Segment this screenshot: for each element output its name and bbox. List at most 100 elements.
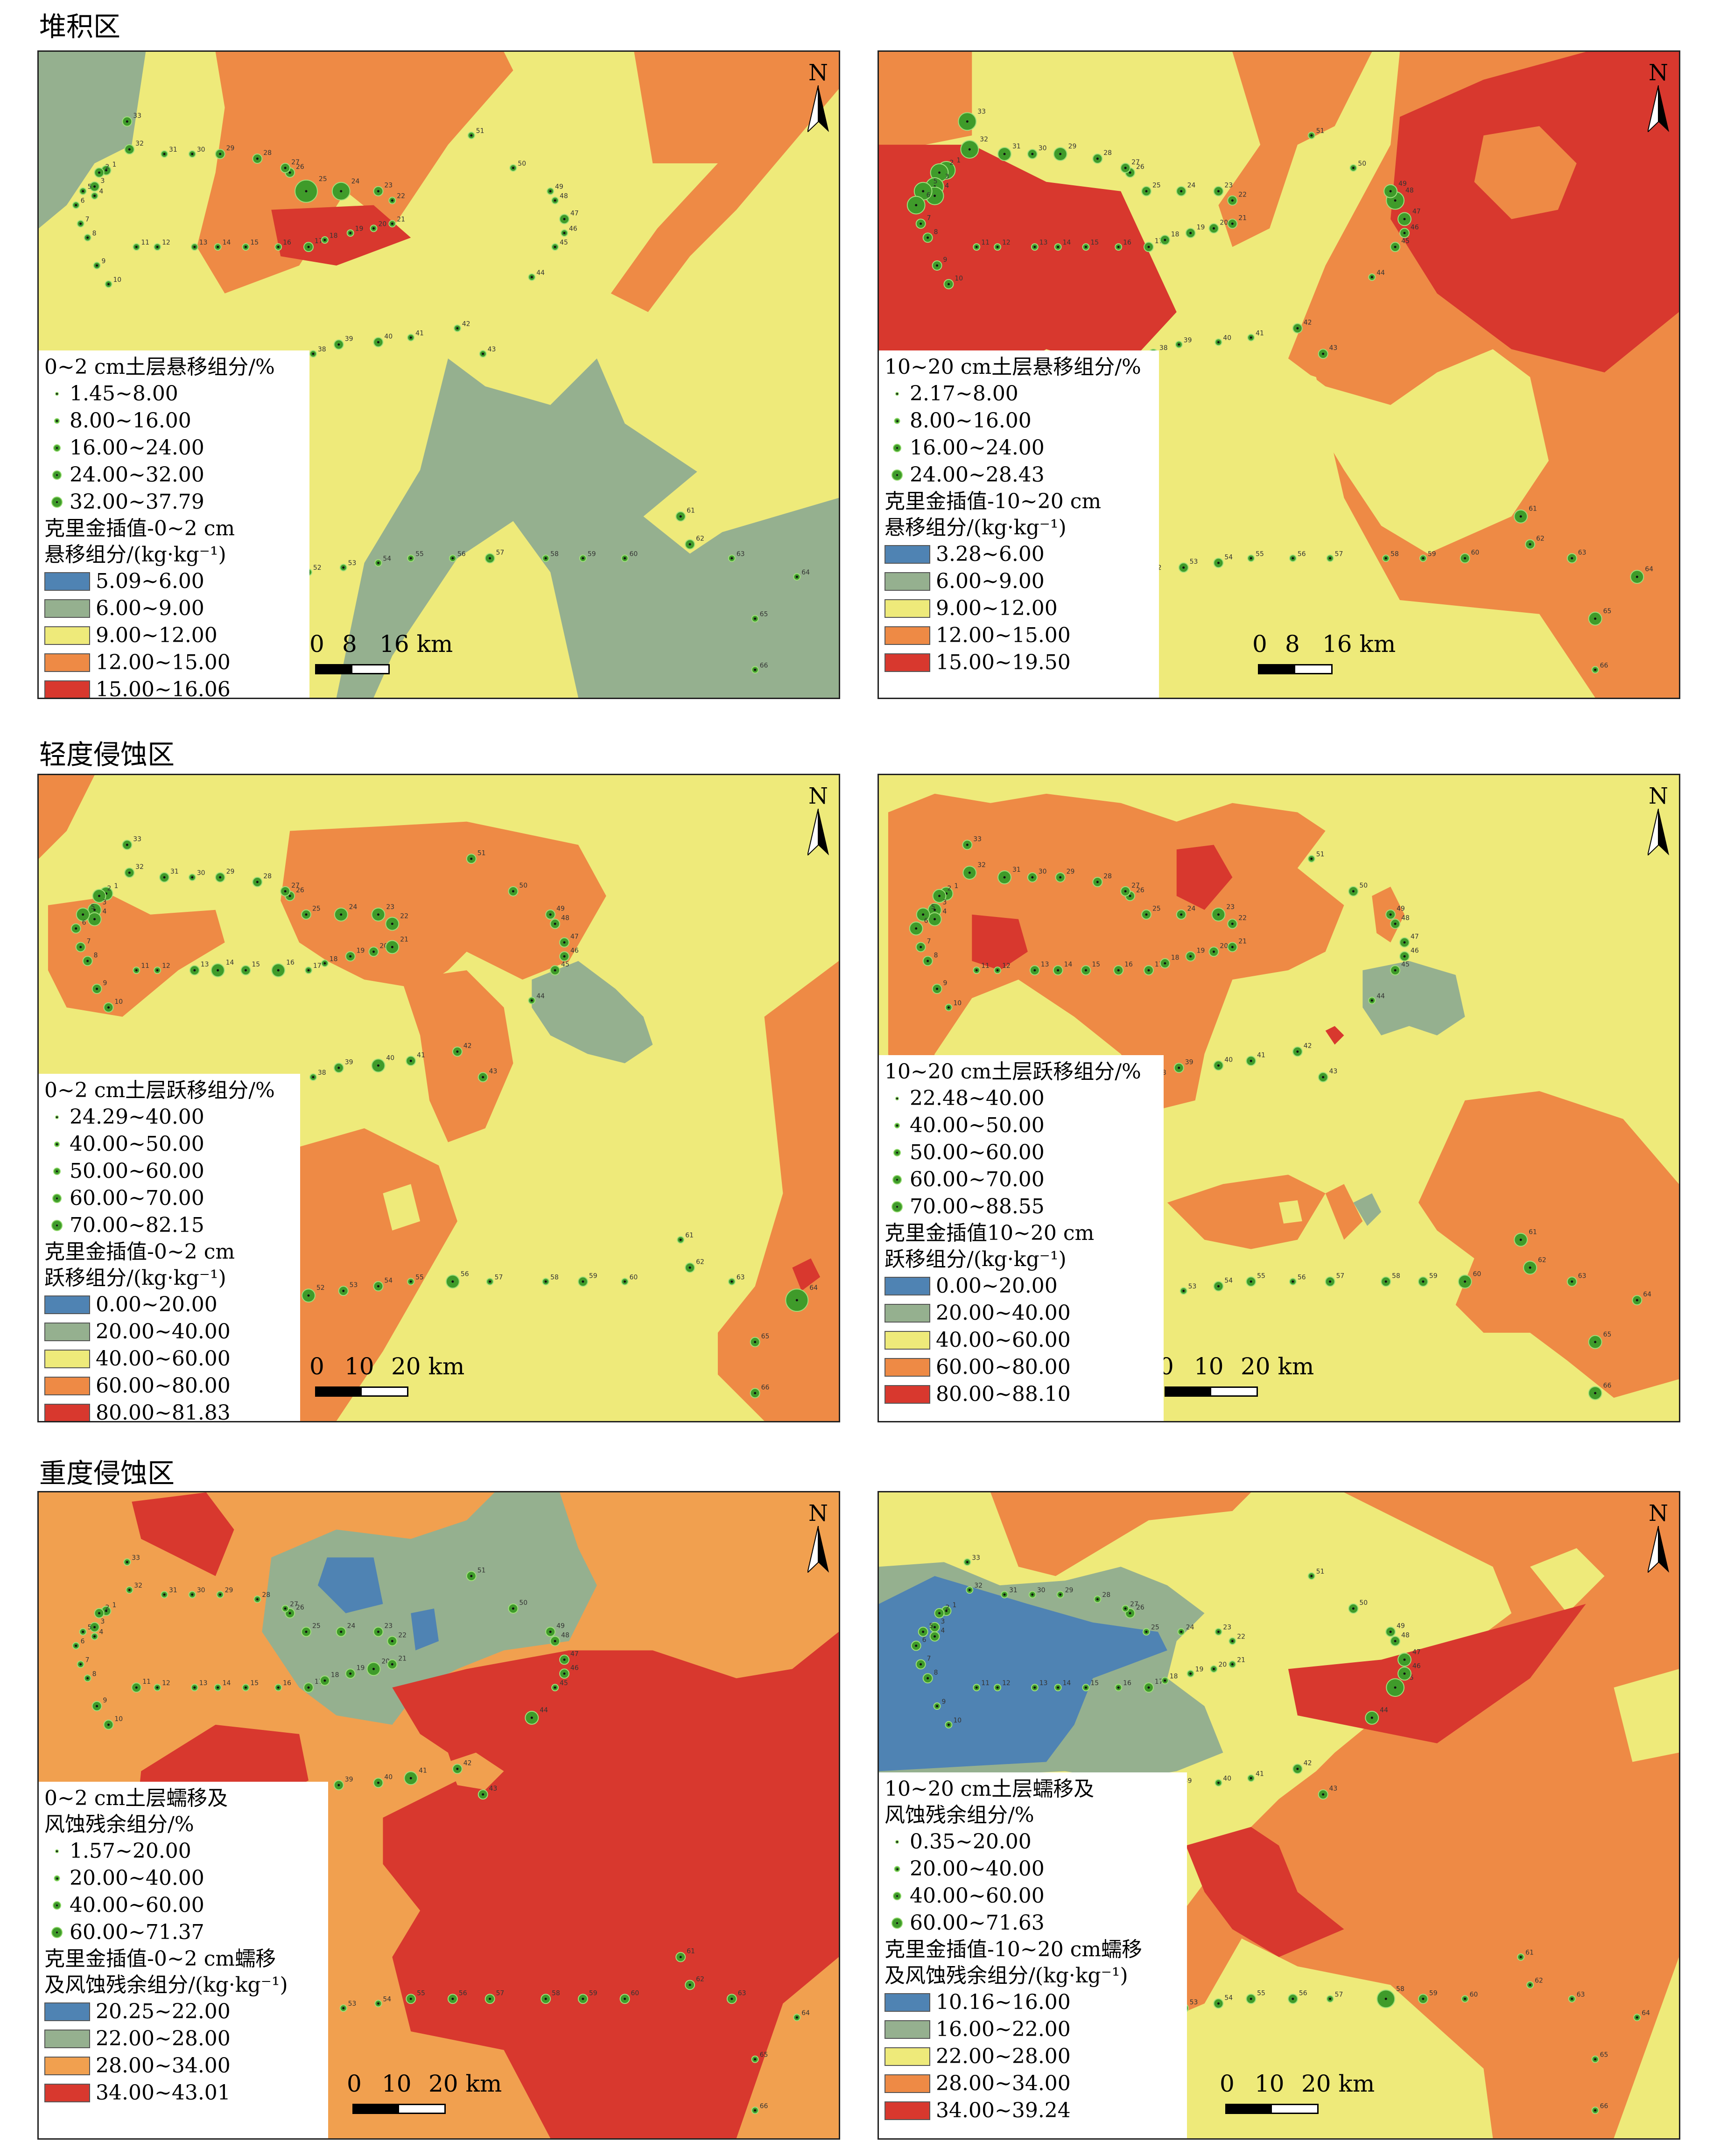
site-point-center	[1403, 217, 1406, 220]
site-label: 63	[1578, 1272, 1587, 1280]
site-point-center	[1464, 1997, 1467, 2000]
site-label: 62	[696, 1975, 704, 1983]
site-point-center	[86, 236, 89, 239]
site-point-center	[688, 543, 691, 546]
legend-swatch	[44, 1350, 90, 1368]
site-point-center	[323, 962, 326, 965]
site-point-center	[1180, 1631, 1183, 1633]
site-label: 58	[1396, 1985, 1404, 1993]
site-label: 57	[1335, 1991, 1343, 1998]
site-label: 43	[488, 346, 496, 353]
site-label: 51	[477, 849, 486, 857]
legend-swatch	[885, 1993, 930, 2012]
site-label: 54	[1224, 1994, 1233, 2002]
site-label: 30	[197, 869, 205, 877]
point-symbol-icon	[44, 1896, 70, 1915]
site-point-center	[86, 1677, 89, 1680]
site-point-center	[582, 557, 584, 560]
site-point-center	[1250, 1997, 1252, 2000]
site-label: 60	[1471, 549, 1480, 556]
site-point-center	[688, 1266, 691, 1269]
site-point-center	[1096, 1598, 1099, 1601]
site-label: 28	[1103, 149, 1112, 157]
legend-class-label: 34.00~39.24	[936, 2099, 1071, 2122]
legend-class: 9.00~12.00	[44, 622, 303, 649]
site-label: 54	[383, 555, 391, 562]
site-label: 45	[1401, 961, 1410, 968]
site-label: 31	[1012, 866, 1021, 874]
site-point-center	[489, 1997, 491, 2000]
site-label: 25	[312, 1623, 321, 1630]
legend-point-class: 40.00~60.00	[44, 1892, 322, 1919]
site-label: 7	[87, 938, 91, 945]
site-label: 38	[318, 346, 326, 353]
site-point-center	[135, 245, 138, 248]
site-label: 10	[955, 275, 963, 282]
legend-swatch	[885, 626, 930, 645]
site-label: 56	[461, 1270, 469, 1278]
site-label: 4	[99, 1629, 104, 1636]
site-label: 41	[419, 1767, 427, 1774]
site-point-center	[927, 1677, 929, 1680]
legend-point-label: 1.45~8.00	[70, 382, 178, 406]
site-label: 29	[1067, 868, 1075, 875]
site-label: 53	[1190, 558, 1198, 566]
legend-class: 12.00~15.00	[885, 622, 1152, 649]
site-point-center	[482, 1076, 484, 1078]
site-point-center	[1594, 1392, 1597, 1394]
site-point-center	[340, 190, 343, 193]
site-label: 13	[1039, 1680, 1048, 1687]
legend-kriging-title: 克里金插值-0~2 cm	[44, 1240, 235, 1264]
site-point-center	[105, 1610, 107, 1612]
site-label: 62	[696, 1258, 704, 1266]
site-point-center	[1217, 2002, 1220, 2005]
site-label: 26	[1136, 1604, 1144, 1611]
site-point-center	[968, 148, 971, 151]
point-symbol-icon	[885, 1116, 910, 1135]
point-symbol-icon	[44, 1108, 70, 1127]
site-point-center	[372, 1667, 375, 1670]
site-point-center	[1189, 955, 1192, 958]
point-symbol-icon	[44, 466, 70, 484]
site-label: 32	[135, 140, 144, 147]
legend-class: 6.00~9.00	[885, 568, 1152, 595]
site-label: 6	[81, 1638, 85, 1645]
legend-class-label: 22.00~28.00	[936, 2044, 1071, 2068]
site-label: 19	[1195, 1666, 1204, 1673]
legend-swatch	[44, 2030, 90, 2048]
site-point-center	[1384, 1997, 1387, 2000]
legend-swatch	[44, 572, 90, 591]
site-point-center	[1129, 1612, 1131, 1615]
site-point-center	[1310, 134, 1313, 137]
legend-class: 20.25~22.00	[44, 1998, 322, 2025]
site-point-center	[1464, 1280, 1467, 1283]
site-point-center	[1031, 876, 1034, 879]
site-point-center	[312, 352, 315, 355]
site-point-center	[277, 245, 280, 248]
site-point-center	[391, 923, 393, 925]
site-label: 15	[1090, 1680, 1099, 1687]
legend-point-class: 22.48~40.00	[885, 1085, 1157, 1112]
site-label: 47	[570, 210, 579, 217]
site-label: 61	[1529, 1229, 1537, 1236]
site-label: 39	[345, 1776, 353, 1783]
site-point-center	[1594, 617, 1597, 620]
site-label: 12	[162, 239, 170, 246]
site-point-center	[544, 557, 547, 560]
legend-point-label: 22.48~40.00	[910, 1086, 1045, 1110]
site-point-center	[372, 227, 375, 230]
site-point-center	[75, 927, 77, 930]
site-point-center	[409, 1997, 412, 2000]
site-label: 42	[463, 1042, 472, 1050]
point-symbol-icon	[44, 1923, 70, 1942]
site-point-center	[1422, 1280, 1425, 1283]
site-label: 24	[347, 1623, 356, 1630]
site-point-center	[975, 969, 978, 972]
site-label: 63	[1578, 549, 1587, 556]
site-point-center	[93, 918, 96, 921]
site-point-center	[244, 1686, 247, 1689]
site-label: 56	[1298, 550, 1306, 558]
site-label: 43	[1329, 1068, 1338, 1075]
legend-point-label: 0.35~20.00	[910, 1830, 1032, 1854]
legend-point-class: 20.00~40.00	[885, 1855, 1180, 1883]
